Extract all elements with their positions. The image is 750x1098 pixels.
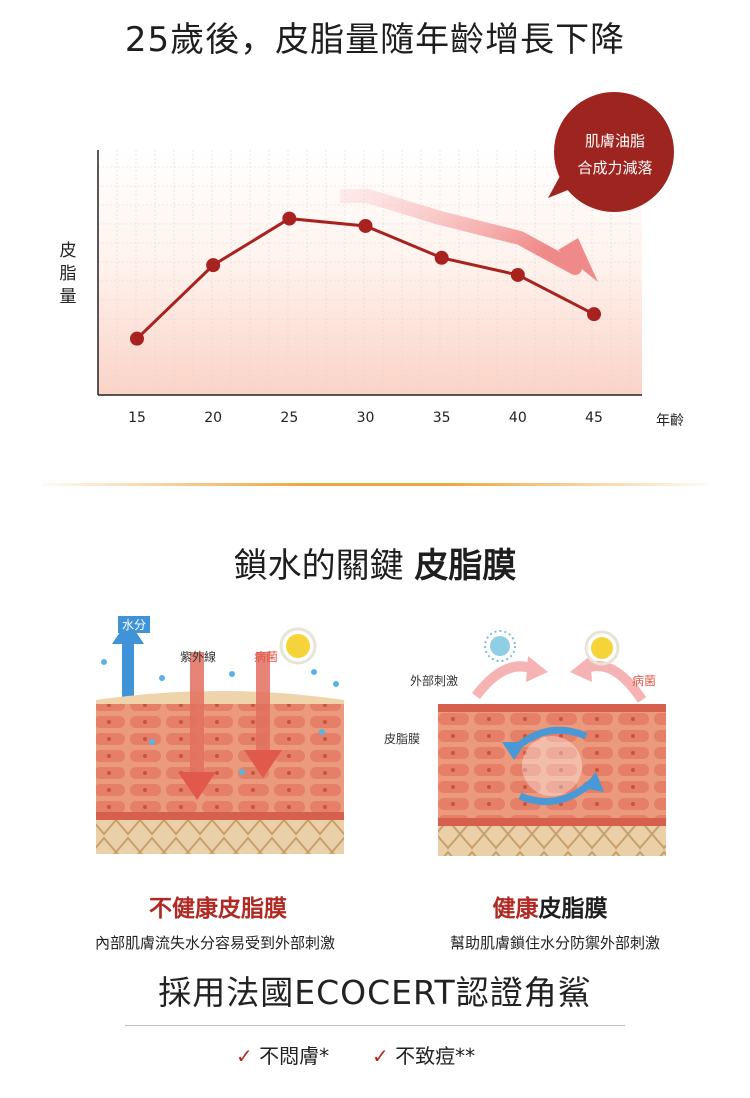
trend-arrow <box>340 189 598 282</box>
x-tick-label: 20 <box>204 410 223 426</box>
annotation-bubble <box>548 92 674 212</box>
membrane-tag: 皮脂膜 <box>384 732 421 746</box>
healthy-skin-illustration <box>438 630 666 856</box>
healthy-caption-black: 皮脂膜 <box>538 896 608 922</box>
y-axis-label: 皮脂量 <box>59 241 77 307</box>
bubble-body <box>554 92 674 212</box>
annotation-line-1: 肌膚油脂 <box>584 132 645 150</box>
unhealthy-caption: 不健康皮脂膜 <box>88 889 348 923</box>
sebum-chart <box>97 92 674 396</box>
data-point <box>282 211 297 226</box>
annotation-text: 肌膚油脂 合成力減落 <box>552 128 678 182</box>
unhealthy-sub: 內部肌膚流失水分容易受到外部刺激 <box>94 934 335 952</box>
x-tick-label: 35 <box>432 410 451 426</box>
x-tick-label: 30 <box>356 410 375 426</box>
chart-axes <box>97 150 642 396</box>
x-tick-label: 40 <box>508 410 527 426</box>
healthy-caption: 健康皮脂膜 <box>420 889 680 923</box>
external-stimulus-tag: 外部刺激 <box>410 674 459 688</box>
series-line <box>130 211 601 346</box>
section-title-normal: 鎖水的關鍵 <box>233 546 415 586</box>
data-point <box>434 250 449 265</box>
trend-arrow-body <box>340 189 582 275</box>
right-germs-tag: 病菌 <box>632 674 657 688</box>
annotation-line-2: 合成力減落 <box>577 159 653 177</box>
data-point <box>130 331 144 346</box>
data-point <box>510 267 525 282</box>
unhealthy-caption-text: 不健康皮脂膜 <box>149 896 287 922</box>
check-item-1-text: 不悶膚* <box>259 1044 330 1068</box>
section-title-bold: 皮脂膜 <box>414 546 517 586</box>
data-point <box>358 218 373 233</box>
x-tick-label: 45 <box>585 410 603 426</box>
footer-rule <box>125 1025 625 1026</box>
check-item-1: ✓ 不悶膚* <box>236 1040 329 1069</box>
x-axis-label: 年齡 <box>656 413 684 429</box>
uv-tag: 紫外線 <box>180 650 217 664</box>
section-divider <box>42 483 708 486</box>
unhealthy-skin-illustration <box>96 620 344 854</box>
bubble-tail <box>548 176 578 198</box>
germs-tag: 病菌 <box>254 650 279 664</box>
check-icon: ✓ <box>372 1044 389 1068</box>
x-tick-label: 15 <box>128 410 146 426</box>
x-tick-label: 25 <box>280 410 299 426</box>
ecocert-heading: 採用法國ECOCERT認證角鯊 <box>158 973 592 1012</box>
data-point <box>206 258 221 273</box>
water-tag: 水分 <box>118 616 151 633</box>
healthy-caption-red: 健康 <box>492 896 539 922</box>
healthy-sub: 幫助肌膚鎖住水分防禦外部刺激 <box>449 934 660 952</box>
data-point <box>587 307 601 322</box>
section-title: 鎖水的關鍵 皮脂膜 <box>0 538 750 587</box>
page-title: 25歲後，皮脂量隨年齡增長下降 <box>124 20 626 60</box>
trend-arrow-head <box>558 238 598 282</box>
check-item-2-text: 不致痘** <box>395 1044 476 1068</box>
check-icon: ✓ <box>236 1044 253 1068</box>
check-item-2: ✓ 不致痘** <box>372 1040 475 1069</box>
